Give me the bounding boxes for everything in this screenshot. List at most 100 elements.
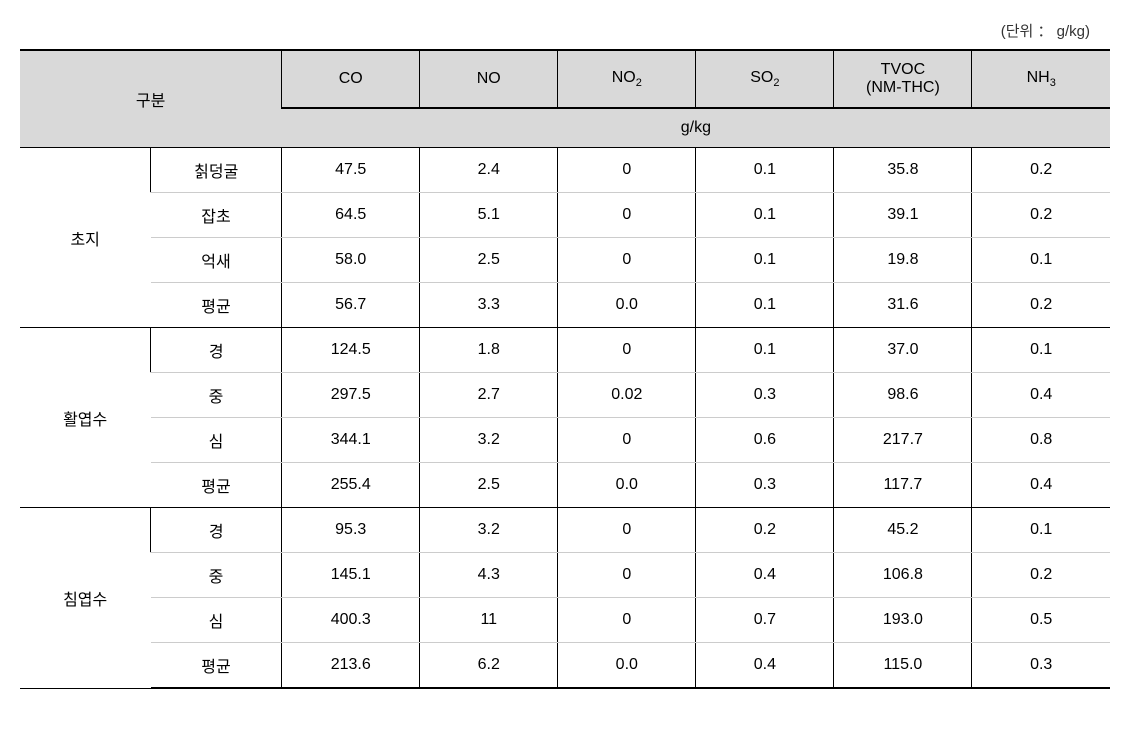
cell: 0	[558, 598, 696, 643]
table-row: 침엽수경95.33.200.245.20.1	[20, 508, 1110, 553]
cell: 115.0	[834, 643, 972, 689]
cell: 0.1	[696, 283, 834, 328]
cell: 0.2	[696, 508, 834, 553]
header-col: NO2	[558, 50, 696, 108]
cell: 95.3	[282, 508, 420, 553]
cell: 0.2	[972, 148, 1110, 193]
row-label: 잡초	[151, 193, 282, 238]
header-col: TVOC(NM-THC)	[834, 50, 972, 108]
cell: 106.8	[834, 553, 972, 598]
cell: 4.3	[420, 553, 558, 598]
table-row: 심344.13.200.6217.70.8	[20, 418, 1110, 463]
header-col: CO	[282, 50, 420, 108]
cell: 0.2	[972, 553, 1110, 598]
cell: 11	[420, 598, 558, 643]
cell: 1.8	[420, 328, 558, 373]
header-col: SO2	[696, 50, 834, 108]
cell: 117.7	[834, 463, 972, 508]
cell: 297.5	[282, 373, 420, 418]
cell: 255.4	[282, 463, 420, 508]
cell: 58.0	[282, 238, 420, 283]
cell: 400.3	[282, 598, 420, 643]
cell: 0.6	[696, 418, 834, 463]
cell: 2.7	[420, 373, 558, 418]
row-label: 심	[151, 598, 282, 643]
cell: 0	[558, 418, 696, 463]
cell: 0.1	[972, 508, 1110, 553]
cell: 0.1	[696, 238, 834, 283]
cell: 0.7	[696, 598, 834, 643]
table-body: 초지칡덩굴47.52.400.135.80.2잡초64.55.100.139.1…	[20, 148, 1110, 689]
cell: 0	[558, 508, 696, 553]
row-label: 평균	[151, 463, 282, 508]
cell: 0.02	[558, 373, 696, 418]
cell: 3.2	[420, 418, 558, 463]
cell: 37.0	[834, 328, 972, 373]
cell: 145.1	[282, 553, 420, 598]
table-header: 구분 CO NO NO2 SO2 TVOC(NM-THC) NH3 g/kg	[20, 50, 1110, 148]
cell: 47.5	[282, 148, 420, 193]
cell: 56.7	[282, 283, 420, 328]
cell: 344.1	[282, 418, 420, 463]
cell: 0.2	[972, 283, 1110, 328]
table-row: 잡초64.55.100.139.10.2	[20, 193, 1110, 238]
table-row: 억새58.02.500.119.80.1	[20, 238, 1110, 283]
cell: 39.1	[834, 193, 972, 238]
cell: 2.4	[420, 148, 558, 193]
cell: 64.5	[282, 193, 420, 238]
cell: 19.8	[834, 238, 972, 283]
group-label: 초지	[20, 148, 151, 328]
cell: 0.4	[696, 553, 834, 598]
cell: 0.1	[696, 193, 834, 238]
table-row: 활엽수경124.51.800.137.00.1	[20, 328, 1110, 373]
group-label: 침엽수	[20, 508, 151, 689]
cell: 0.5	[972, 598, 1110, 643]
cell: 0.4	[972, 373, 1110, 418]
cell: 0	[558, 238, 696, 283]
cell: 0.0	[558, 283, 696, 328]
header-col: NH3	[972, 50, 1110, 108]
cell: 217.7	[834, 418, 972, 463]
emissions-table: 구분 CO NO NO2 SO2 TVOC(NM-THC) NH3 g/kg 초…	[20, 49, 1110, 689]
cell: 0.8	[972, 418, 1110, 463]
cell: 0	[558, 328, 696, 373]
table-row: 평균255.42.50.00.3117.70.4	[20, 463, 1110, 508]
row-label: 평균	[151, 643, 282, 689]
cell: 0	[558, 553, 696, 598]
row-label: 심	[151, 418, 282, 463]
row-label: 경	[151, 328, 282, 373]
cell: 0.1	[696, 328, 834, 373]
cell: 0.1	[696, 148, 834, 193]
cell: 0	[558, 193, 696, 238]
cell: 0	[558, 148, 696, 193]
cell: 31.6	[834, 283, 972, 328]
header-category: 구분	[20, 50, 282, 148]
cell: 35.8	[834, 148, 972, 193]
cell: 0.0	[558, 463, 696, 508]
table-row: 중297.52.70.020.398.60.4	[20, 373, 1110, 418]
table-row: 중145.14.300.4106.80.2	[20, 553, 1110, 598]
unit-label: (단위 ： g/kg)	[20, 20, 1110, 41]
cell: 0.2	[972, 193, 1110, 238]
cell: 3.2	[420, 508, 558, 553]
header-col: NO	[420, 50, 558, 108]
cell: 45.2	[834, 508, 972, 553]
table-row: 심400.31100.7193.00.5	[20, 598, 1110, 643]
cell: 2.5	[420, 463, 558, 508]
row-label: 중	[151, 373, 282, 418]
cell: 6.2	[420, 643, 558, 689]
cell: 98.6	[834, 373, 972, 418]
cell: 0.3	[696, 373, 834, 418]
cell: 124.5	[282, 328, 420, 373]
row-label: 칡덩굴	[151, 148, 282, 193]
row-label: 중	[151, 553, 282, 598]
cell: 0.1	[972, 238, 1110, 283]
cell: 5.1	[420, 193, 558, 238]
table-row: 평균213.66.20.00.4115.00.3	[20, 643, 1110, 689]
cell: 0.3	[696, 463, 834, 508]
cell: 193.0	[834, 598, 972, 643]
row-label: 평균	[151, 283, 282, 328]
cell: 0.3	[972, 643, 1110, 689]
header-unit: g/kg	[282, 108, 1110, 148]
cell: 0.4	[696, 643, 834, 689]
